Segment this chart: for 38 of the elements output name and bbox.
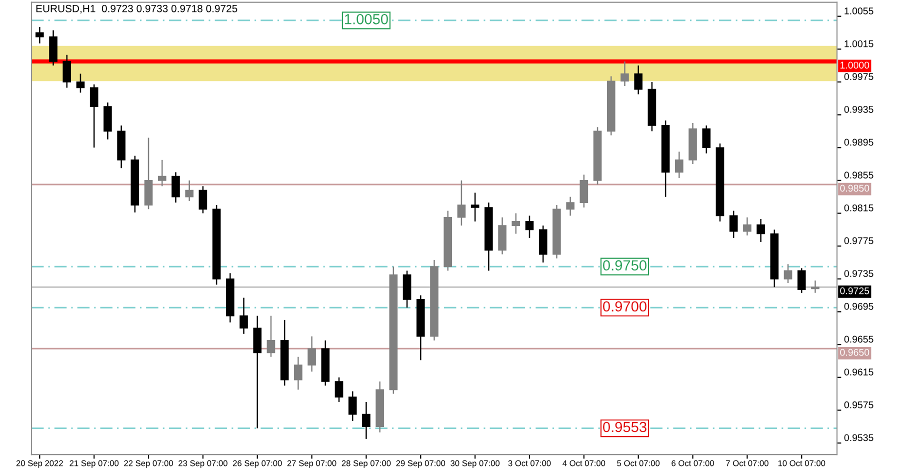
y-tick-label: 1.0055 [844, 8, 874, 14]
x-tick-label: 23 Sep 07:00 [178, 460, 228, 468]
y-tick-label: 0.9695 [844, 302, 874, 310]
x-tick-label: 10 Oct 07:00 [778, 460, 826, 466]
ref-line-label: 0.9850 [840, 184, 870, 192]
x-tick-label: 6 Oct 07:00 [672, 460, 714, 466]
y-tick-label: 0.9815 [844, 204, 874, 212]
ref-line-label: 0.9700 [603, 301, 646, 312]
x-tick-label: 3 Oct 07:00 [508, 460, 551, 466]
ref-line-label: 0.9650 [840, 348, 870, 356]
y-tick-label: 0.9655 [844, 336, 874, 343]
y-tick-label: 0.9895 [844, 138, 874, 146]
y-tick-label: 0.9935 [844, 106, 874, 113]
ref-line-label: 0.9725 [840, 287, 870, 294]
y-tick-label: 0.9975 [844, 73, 874, 80]
x-tick-label: 20 Sep 2022 [16, 460, 63, 468]
x-tick-label: 29 Sep 07:00 [396, 460, 446, 468]
x-tick-label: 4 Oct 07:00 [562, 460, 606, 466]
ref-line-label: 0.9553 [603, 422, 646, 432]
y-tick-label: 0.9855 [844, 172, 874, 179]
ref-line-label: 1.0050 [345, 14, 388, 24]
x-tick-label: 7 Oct 07:00 [726, 460, 768, 466]
y-tick-label: 1.0015 [844, 40, 874, 48]
y-tick-label: 0.9535 [844, 434, 874, 442]
x-tick-label: 28 Sep 07:00 [342, 460, 391, 468]
y-tick-label: 0.9575 [844, 401, 874, 408]
x-tick-label: 21 Sep 07:00 [70, 460, 119, 468]
x-tick-label: 27 Sep 07:00 [287, 460, 336, 468]
chart-title: EURUSD,H1 0.9723 0.9733 0.9718 0.9725 [36, 4, 238, 14]
y-tick-label: 0.9735 [844, 270, 874, 277]
x-tick-label: 26 Sep 07:00 [232, 460, 282, 468]
x-tick-label: 22 Sep 07:00 [124, 460, 173, 468]
x-tick-label: 30 Sep 07:00 [450, 460, 500, 468]
y-tick-label: 0.9775 [844, 237, 874, 244]
y-tick-label: 0.9615 [844, 368, 874, 376]
ref-line-label: 0.9750 [603, 260, 646, 271]
ref-line-label: 1.0000 [840, 62, 870, 69]
x-tick-label: 5 Oct 07:00 [617, 460, 660, 466]
